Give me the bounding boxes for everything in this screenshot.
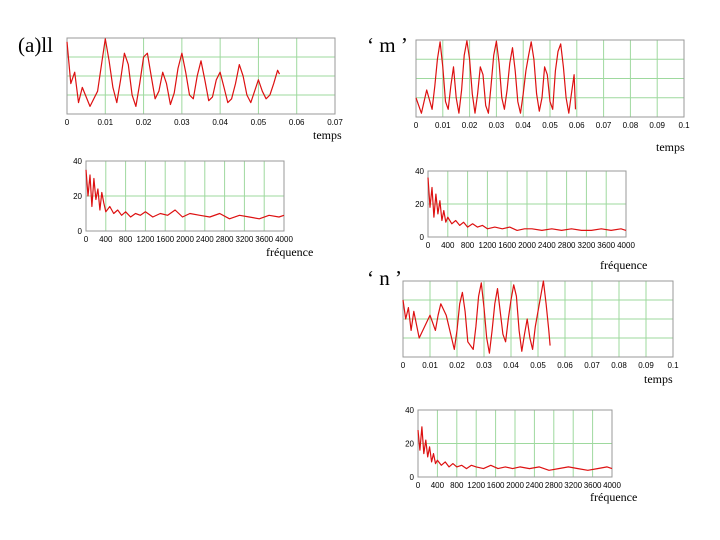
x-tick-label: 2000 — [506, 481, 524, 490]
x-axis-title-n-freq: fréquence — [590, 490, 638, 504]
x-tick-label: 1200 — [137, 235, 155, 244]
series-line-spectre — [427, 177, 627, 231]
y-tick-label: 0 — [420, 233, 425, 242]
plot-frame — [415, 39, 685, 118]
x-axis-title-ll-freq: fréquence — [266, 245, 314, 259]
x-tick-label: 0 — [401, 361, 406, 370]
x-axis-title-ll-time: temps — [313, 128, 342, 142]
x-tick-label: 2800 — [545, 481, 563, 490]
y-tick-label: 20 — [415, 200, 424, 209]
x-tick-label: 800 — [450, 481, 464, 490]
x-tick-label: 0.01 — [422, 361, 438, 370]
x-tick-label: 800 — [119, 235, 133, 244]
x-axis-title-m-freq: fréquence — [600, 258, 648, 272]
x-tick-label: 0.06 — [569, 121, 585, 130]
x-tick-label: 2400 — [196, 235, 214, 244]
x-tick-label: 0.07 — [596, 121, 612, 130]
x-tick-label: 0.04 — [503, 361, 519, 370]
x-tick-label: 3600 — [597, 241, 615, 250]
x-tick-label: 3200 — [564, 481, 582, 490]
x-tick-label: 3200 — [578, 241, 596, 250]
x-tick-label: 0.1 — [667, 361, 679, 370]
y-tick-label: 40 — [415, 167, 424, 176]
x-tick-label: 2400 — [538, 241, 556, 250]
x-tick-label: 4000 — [617, 241, 635, 250]
x-tick-label: 2800 — [216, 235, 234, 244]
x-tick-label: 0.02 — [462, 121, 478, 130]
plot-frame — [66, 37, 336, 115]
x-tick-label: 0.03 — [489, 121, 505, 130]
x-tick-label: 1600 — [156, 235, 174, 244]
plot-frame — [85, 160, 285, 232]
x-tick-label: 0.09 — [638, 361, 654, 370]
x-tick-label: 1200 — [467, 481, 485, 490]
x-tick-label: 1200 — [479, 241, 497, 250]
series-line-signal — [402, 280, 551, 354]
x-tick-label: 0.03 — [174, 118, 190, 127]
y-tick-label: 20 — [73, 192, 82, 201]
x-tick-label: 0.02 — [449, 361, 465, 370]
x-tick-label: 2000 — [176, 235, 194, 244]
x-tick-label: 0.08 — [623, 121, 639, 130]
x-tick-label: 0.05 — [542, 121, 558, 130]
x-tick-label: 0.03 — [476, 361, 492, 370]
x-tick-label: 0.09 — [649, 121, 665, 130]
x-tick-label: 0.02 — [136, 118, 152, 127]
x-tick-label: 400 — [431, 481, 445, 490]
plot-frame — [402, 280, 674, 358]
chart-title-n: ‘ n ’ — [367, 266, 402, 290]
x-tick-label: 0.07 — [327, 118, 343, 127]
x-tick-label: 800 — [461, 241, 475, 250]
y-tick-label: 0 — [78, 227, 83, 236]
x-tick-label: 2400 — [526, 481, 544, 490]
series-line-signal — [415, 40, 577, 114]
x-tick-label: 4000 — [603, 481, 621, 490]
x-tick-label: 3200 — [236, 235, 254, 244]
x-tick-label: 400 — [99, 235, 113, 244]
x-tick-label: 3600 — [255, 235, 273, 244]
series-line-spectre — [85, 169, 285, 220]
plot-frame — [417, 409, 613, 478]
x-tick-label: 0.07 — [584, 361, 600, 370]
y-tick-label: 40 — [405, 406, 414, 415]
x-tick-label: 0.04 — [212, 118, 228, 127]
x-tick-label: 0.1 — [678, 121, 690, 130]
x-tick-label: 1600 — [487, 481, 505, 490]
x-tick-label: 400 — [441, 241, 455, 250]
x-tick-label: 3600 — [584, 481, 602, 490]
chart-title-ll: (a)ll — [18, 33, 53, 57]
x-tick-label: 0.05 — [251, 118, 267, 127]
x-tick-label: 2800 — [558, 241, 576, 250]
y-tick-label: 40 — [73, 157, 82, 166]
x-tick-label: 0.06 — [557, 361, 573, 370]
series-line-signal — [66, 38, 281, 108]
x-tick-label: 0.01 — [97, 118, 113, 127]
x-tick-label: 0.08 — [611, 361, 627, 370]
x-tick-label: 0.01 — [435, 121, 451, 130]
y-tick-label: 20 — [405, 440, 414, 449]
x-tick-label: 0 — [84, 235, 89, 244]
x-tick-label: 4000 — [275, 235, 293, 244]
x-tick-label: 0.04 — [515, 121, 531, 130]
x-tick-label: 0 — [426, 241, 431, 250]
x-tick-label: 0 — [416, 481, 421, 490]
x-tick-label: 0 — [65, 118, 70, 127]
plot-frame — [427, 170, 627, 238]
chart-title-m: ‘ m ’ — [367, 33, 408, 57]
x-axis-title-n-time: temps — [644, 372, 673, 386]
y-tick-label: 0 — [410, 473, 415, 482]
x-tick-label: 0.05 — [530, 361, 546, 370]
x-tick-label: 0.06 — [289, 118, 305, 127]
series-line-spectre — [417, 426, 613, 471]
x-tick-label: 2000 — [518, 241, 536, 250]
x-tick-label: 1600 — [498, 241, 516, 250]
x-axis-title-m-time: temps — [656, 140, 685, 154]
x-tick-label: 0 — [414, 121, 419, 130]
